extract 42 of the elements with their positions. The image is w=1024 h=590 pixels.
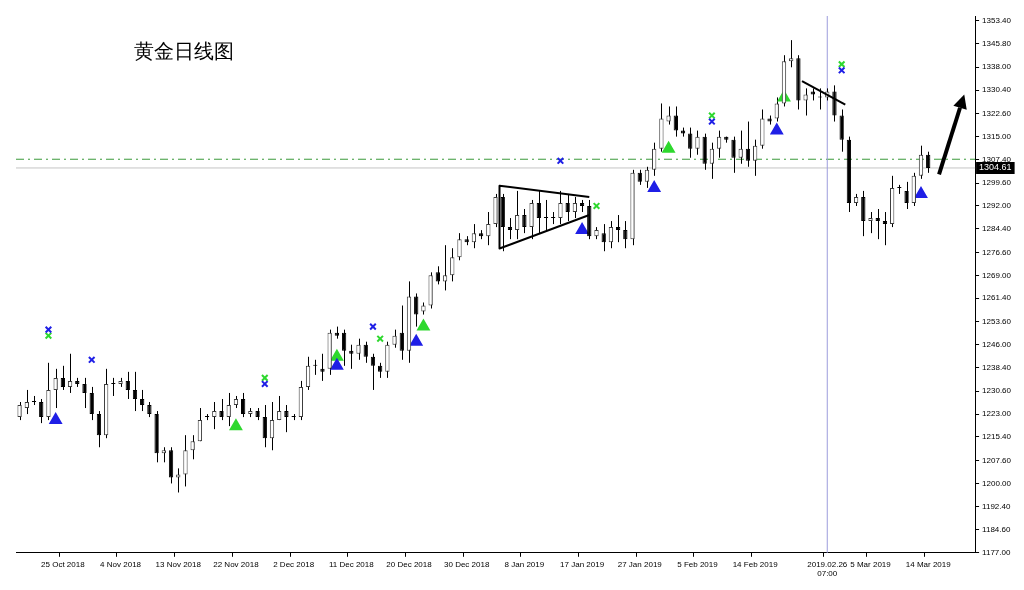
y-tick-label: 1230.60 bbox=[982, 386, 1012, 396]
y-tick-label: 1246.00 bbox=[982, 339, 1012, 349]
x-tick-label: 2019.02.26 07:00 bbox=[807, 559, 848, 579]
x-tick-label: 17 Jan 2019 bbox=[560, 559, 605, 569]
y-tick-label: 1322.60 bbox=[982, 108, 1012, 118]
y-tick-label: 1353.40 bbox=[982, 16, 1012, 26]
y-tick-label: 1261.40 bbox=[982, 293, 1012, 303]
x-tick-label: 5 Feb 2019 bbox=[677, 559, 719, 569]
y-tick-label: 1276.60 bbox=[982, 247, 1012, 257]
y-tick-label: 1315.00 bbox=[982, 131, 1012, 141]
text: 黄金日线图 bbox=[134, 39, 234, 63]
x-tick-label: 14 Feb 2019 bbox=[732, 559, 779, 569]
y-tick-label: 1223.00 bbox=[982, 409, 1012, 419]
y-tick-label: 1253.60 bbox=[982, 317, 1012, 326]
x-tick-label: 20 Dec 2018 bbox=[386, 559, 433, 569]
y-tick-label: 1330.40 bbox=[982, 85, 1012, 95]
y-tick-label: 1338.00 bbox=[982, 62, 1012, 72]
x-tick-label: 11 Dec 2018 bbox=[328, 559, 375, 569]
y-tick-label: 1284.40 bbox=[982, 224, 1012, 234]
y-tick-label: 1192.40 bbox=[982, 501, 1011, 511]
y-tick-label: 1299.60 bbox=[982, 178, 1012, 188]
x-tick-label: 5 Mar 2019 bbox=[850, 559, 892, 569]
y-tick-label: 1345.80 bbox=[982, 38, 1012, 48]
x-tick-label: 8 Jan 2019 bbox=[504, 559, 545, 569]
y-tick-label: 1215.40 bbox=[982, 432, 1012, 442]
y-tick-label: 1184.60 bbox=[982, 525, 1011, 535]
y-tick-label: 1292.00 bbox=[982, 201, 1012, 211]
x-tick-label: 14 Mar 2019 bbox=[905, 559, 952, 569]
x-tick-label: 22 Nov 2018 bbox=[213, 559, 260, 569]
y-tick-label: 1238.40 bbox=[982, 362, 1012, 372]
x-tick-label: 30 Dec 2018 bbox=[444, 559, 490, 569]
y-tick-label: 1307.40 bbox=[982, 154, 1012, 164]
y-tick-label: 1207.60 bbox=[982, 455, 1012, 465]
x-tick-label: 2 Dec 2018 bbox=[273, 559, 315, 569]
x-tick-label: 25 Oct 2018 bbox=[41, 559, 86, 569]
y-tick-label: 1200.00 bbox=[982, 478, 1012, 488]
ref-line-label: 1304.61 bbox=[979, 162, 1012, 173]
x-tick-label: 27 Jan 2019 bbox=[617, 559, 663, 569]
x-tick-label: 4 Nov 2018 bbox=[100, 559, 142, 569]
x-tick-label: 13 Nov 2018 bbox=[155, 559, 202, 569]
y-tick-label: 1177.00 bbox=[982, 548, 1011, 557]
y-tick-label: 1269.00 bbox=[982, 270, 1012, 280]
